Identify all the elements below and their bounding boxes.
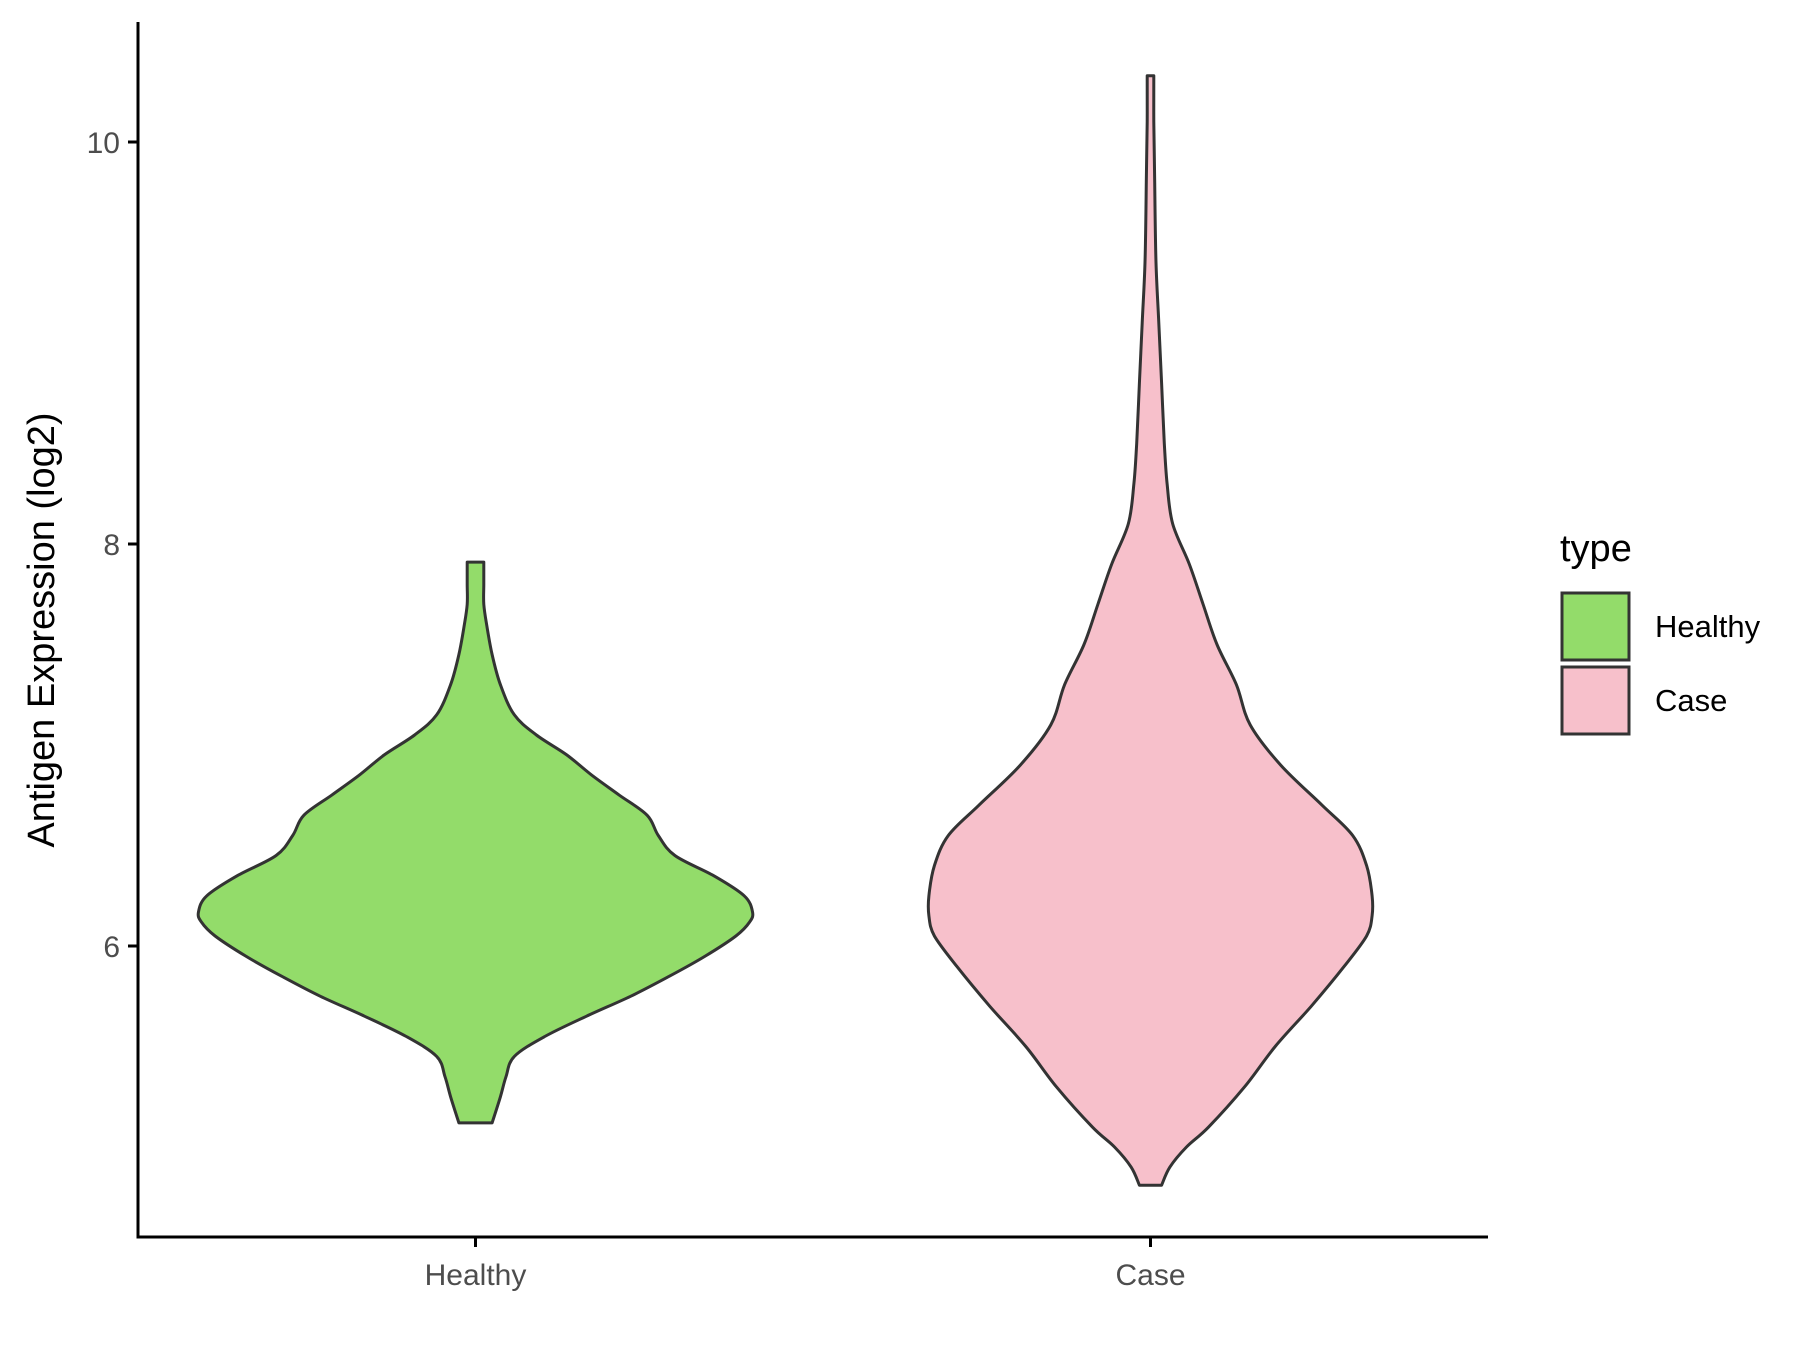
legend-label-healthy: Healthy <box>1655 609 1761 644</box>
legend-key-healthy <box>1560 591 1631 662</box>
legend-key-case <box>1560 665 1631 736</box>
y-tick-label-10: 10 <box>87 127 120 160</box>
y-tick-label-8: 8 <box>103 529 120 562</box>
y-tick-label-6: 6 <box>103 931 120 964</box>
x-axis-ticks: Healthy Case <box>425 1237 1186 1292</box>
legend-label-case: Case <box>1655 683 1727 718</box>
y-axis-title: Antigen Expression (log2) <box>21 412 63 847</box>
x-tick-label-healthy: Healthy <box>425 1259 527 1292</box>
violin-case <box>926 74 1375 1187</box>
legend: type Healthy Case <box>1560 528 1761 736</box>
legend-title: type <box>1560 528 1632 570</box>
violin-layer <box>196 74 1375 1187</box>
x-tick-label-case: Case <box>1115 1259 1185 1292</box>
violin-healthy <box>196 560 755 1125</box>
y-axis-ticks: 6 8 10 <box>87 127 138 964</box>
